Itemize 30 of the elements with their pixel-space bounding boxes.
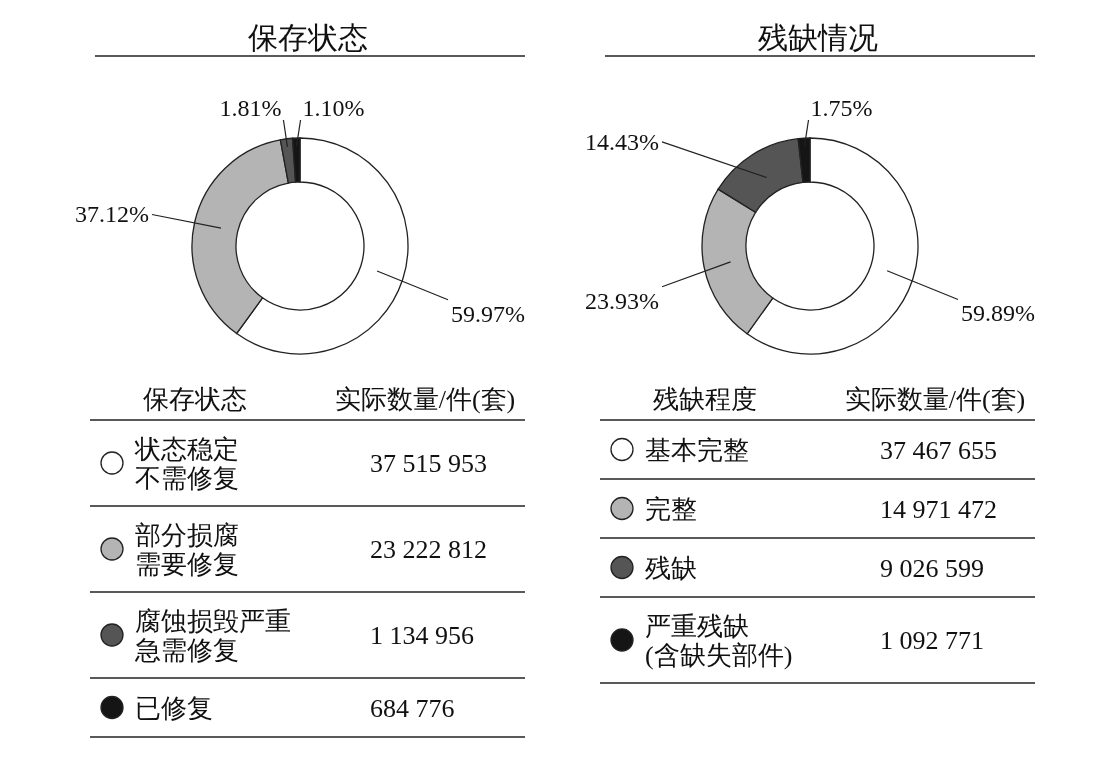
table-header: 实际数量/件(套): [844, 385, 1026, 414]
table-value: 14 971 472: [880, 494, 997, 524]
value-label: 1.81%: [219, 95, 282, 121]
title: 残缺情况: [757, 21, 878, 54]
table-value: 1 092 771: [880, 626, 984, 655]
legend-label: 残缺: [645, 553, 697, 583]
legend-label: 基本完整: [645, 435, 749, 465]
table-value: 23 222 812: [370, 535, 487, 564]
legend-label: 严重残缺(含缺失部件): [645, 612, 793, 670]
value-label: 59.89%: [961, 300, 1035, 327]
legend-label: 完整: [645, 494, 697, 524]
legend-label: 已修复: [135, 693, 213, 723]
value-label: 14.43%: [585, 128, 659, 155]
value-label: 37.12%: [75, 201, 149, 228]
legend-title: 保存状态: [143, 385, 247, 414]
table-value: 37 467 655: [880, 435, 997, 465]
legend-label: 部分损腐需要修复: [135, 521, 239, 579]
table-value: 1 134 956: [370, 621, 474, 650]
value-label: 1.75%: [810, 95, 873, 121]
value-label: 23.93%: [585, 287, 659, 314]
legend-label: 腐蚀损毁严重急需修复: [135, 607, 291, 665]
table-value: 9 026 599: [880, 553, 984, 583]
value-label: 1.10%: [302, 95, 365, 121]
legend-label: 状态稳定不需修复: [135, 435, 239, 493]
table-value: 684 776: [370, 693, 455, 723]
table-value: 37 515 953: [370, 449, 487, 478]
table-header: 实际数量/件(套): [334, 385, 516, 414]
value-label: 59.97%: [451, 300, 525, 327]
legend-title: 残缺程度: [653, 385, 757, 414]
title: 保存状态: [247, 21, 368, 54]
